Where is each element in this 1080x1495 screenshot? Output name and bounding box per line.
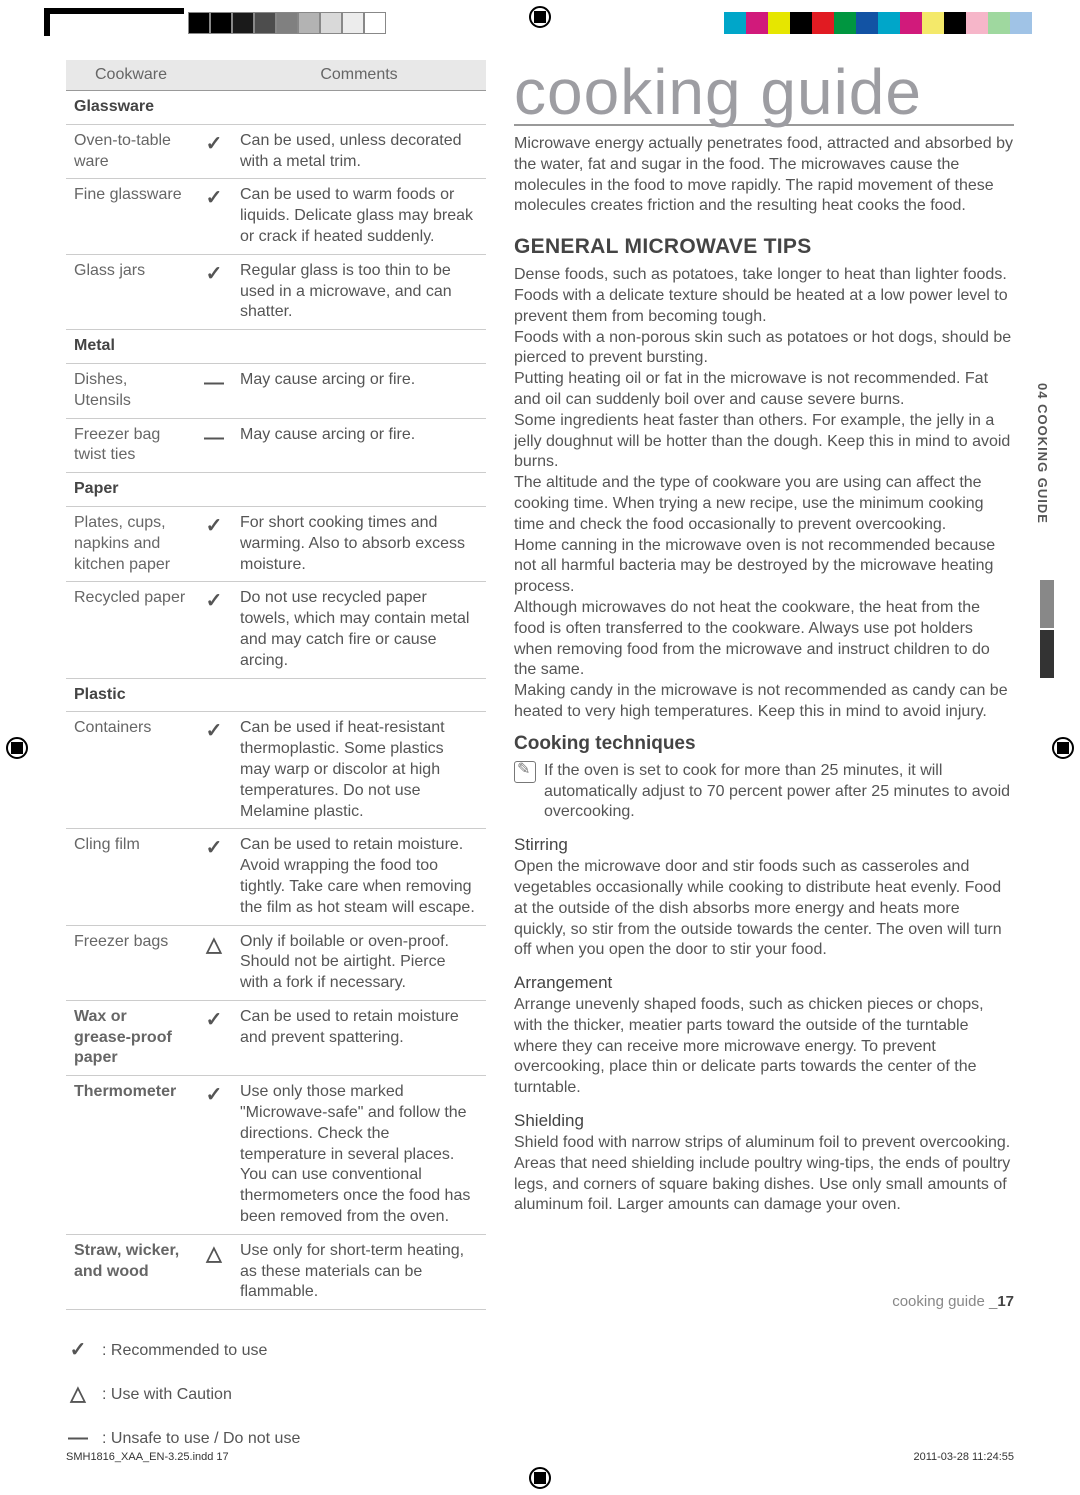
section-heading: GENERAL MICROWAVE TIPS xyxy=(514,235,1014,259)
safety-icon: — xyxy=(196,418,232,473)
safety-icon: ✓ xyxy=(196,124,232,179)
comment-text: Regular glass is too thin to be used in … xyxy=(232,254,486,329)
legend: ✓ : Recommended to use △ : Use with Caution… xyxy=(66,1328,486,1460)
safety-icon: ✓ xyxy=(196,1076,232,1235)
left-column: Cookware Comments GlasswareOven-to-table … xyxy=(66,60,486,1380)
comment-text: May cause arcing or fire. xyxy=(232,363,486,418)
comment-text: Use only for short-term heating, as thes… xyxy=(232,1234,486,1309)
cookware-name: Plates, cups, napkins and kitchen paper xyxy=(66,506,196,581)
cookware-name: Cling film xyxy=(66,829,196,925)
technique-heading: Shielding xyxy=(514,1111,1014,1131)
safety-icon: ✓ xyxy=(196,712,232,829)
comment-text: Can be used to retain moisture. Avoid wr… xyxy=(232,829,486,925)
legend-row: △ : Use with Caution xyxy=(66,1372,486,1416)
section-header: Metal xyxy=(66,330,486,364)
crop-mark xyxy=(44,8,184,14)
legend-text: : Use with Caution xyxy=(102,1377,232,1412)
comment-text: Can be used, unless decorated with a met… xyxy=(232,124,486,179)
comment-text: Can be used if heat-resistant thermoplas… xyxy=(232,712,486,829)
cookware-name: Containers xyxy=(66,712,196,829)
cookware-name: Oven-to-table ware xyxy=(66,124,196,179)
registration-mark xyxy=(529,1467,551,1489)
section-header: Glassware xyxy=(66,91,486,125)
safety-icon: ✓ xyxy=(196,1000,232,1075)
safety-icon: ✓ xyxy=(196,254,232,329)
safety-icon: ✓ xyxy=(196,506,232,581)
safety-icon: — xyxy=(196,363,232,418)
side-tab-label: 04 COOKING GUIDE xyxy=(1035,383,1050,524)
cookware-name: Thermometer xyxy=(66,1076,196,1235)
footer-filename: SMH1816_XAA_EN-3.25.indd 17 xyxy=(66,1451,229,1463)
cookware-name: Freezer bags xyxy=(66,925,196,1000)
cookware-name: Dishes, Utensils xyxy=(66,363,196,418)
tips-body: Dense foods, such as potatoes, take long… xyxy=(514,265,1014,723)
registration-mark xyxy=(6,737,28,759)
cookware-name: Straw, wicker, and wood xyxy=(66,1234,196,1309)
cookware-name: Freezer bag twist ties xyxy=(66,418,196,473)
comment-text: For short cooking times and warming. Als… xyxy=(232,506,486,581)
legend-icon: ✓ xyxy=(66,1328,90,1372)
section-header: Plastic xyxy=(66,678,486,712)
cookware-name: Fine glassware xyxy=(66,179,196,254)
legend-text: : Recommended to use xyxy=(102,1333,267,1368)
technique-body: Arrange unevenly shaped foods, such as c… xyxy=(514,995,1014,1099)
comment-text: Can be used to warm foods or liquids. De… xyxy=(232,179,486,254)
table-header: Comments xyxy=(232,60,486,91)
cookware-name: Recycled paper xyxy=(66,582,196,678)
comment-text: Can be used to retain moisture and preve… xyxy=(232,1000,486,1075)
crop-mark xyxy=(44,8,50,36)
safety-icon: ✓ xyxy=(196,829,232,925)
technique-body: Shield food with narrow strips of alumin… xyxy=(514,1133,1014,1216)
side-index-marks xyxy=(1040,580,1054,680)
comment-text: Do not use recycled paper towels, which … xyxy=(232,582,486,678)
color-swatches xyxy=(724,12,1032,34)
comment-text: Only if boilable or oven-proof. Should n… xyxy=(232,925,486,1000)
note-callout: If the oven is set to cook for more than… xyxy=(514,761,1014,823)
cookware-table: Cookware Comments GlasswareOven-to-table … xyxy=(66,60,486,1310)
safety-icon: ✓ xyxy=(196,582,232,678)
page-number: cooking guide _17 xyxy=(892,1293,1014,1310)
table-header xyxy=(196,60,232,91)
page-title: cooking guide xyxy=(514,60,1014,126)
comment-text: Use only those marked "Microwave-safe" a… xyxy=(232,1076,486,1235)
note-icon xyxy=(514,761,536,783)
cookware-name: Wax or grease-proof paper xyxy=(66,1000,196,1075)
technique-heading: Arrangement xyxy=(514,973,1014,993)
technique-body: Open the microwave door and stir foods s… xyxy=(514,857,1014,961)
grayscale-swatches xyxy=(188,12,386,34)
intro-text: Microwave energy actually penetrates foo… xyxy=(514,134,1014,217)
legend-row: ✓ : Recommended to use xyxy=(66,1328,486,1372)
section-header: Paper xyxy=(66,473,486,507)
technique-heading: Stirring xyxy=(514,835,1014,855)
note-text: If the oven is set to cook for more than… xyxy=(544,761,1014,823)
safety-icon: △ xyxy=(196,1234,232,1309)
safety-icon: △ xyxy=(196,925,232,1000)
registration-mark xyxy=(1052,737,1074,759)
page-content: Cookware Comments GlasswareOven-to-table … xyxy=(66,60,1014,1380)
table-header: Cookware xyxy=(66,60,196,91)
right-column: cooking guide Microwave energy actually … xyxy=(514,60,1014,1380)
cookware-name: Glass jars xyxy=(66,254,196,329)
subsection-heading: Cooking techniques xyxy=(514,733,1014,755)
registration-mark xyxy=(529,6,551,28)
safety-icon: ✓ xyxy=(196,179,232,254)
comment-text: May cause arcing or fire. xyxy=(232,418,486,473)
legend-icon: △ xyxy=(66,1372,90,1416)
footer-timestamp: 2011-03-28 11:24:55 xyxy=(913,1451,1014,1463)
